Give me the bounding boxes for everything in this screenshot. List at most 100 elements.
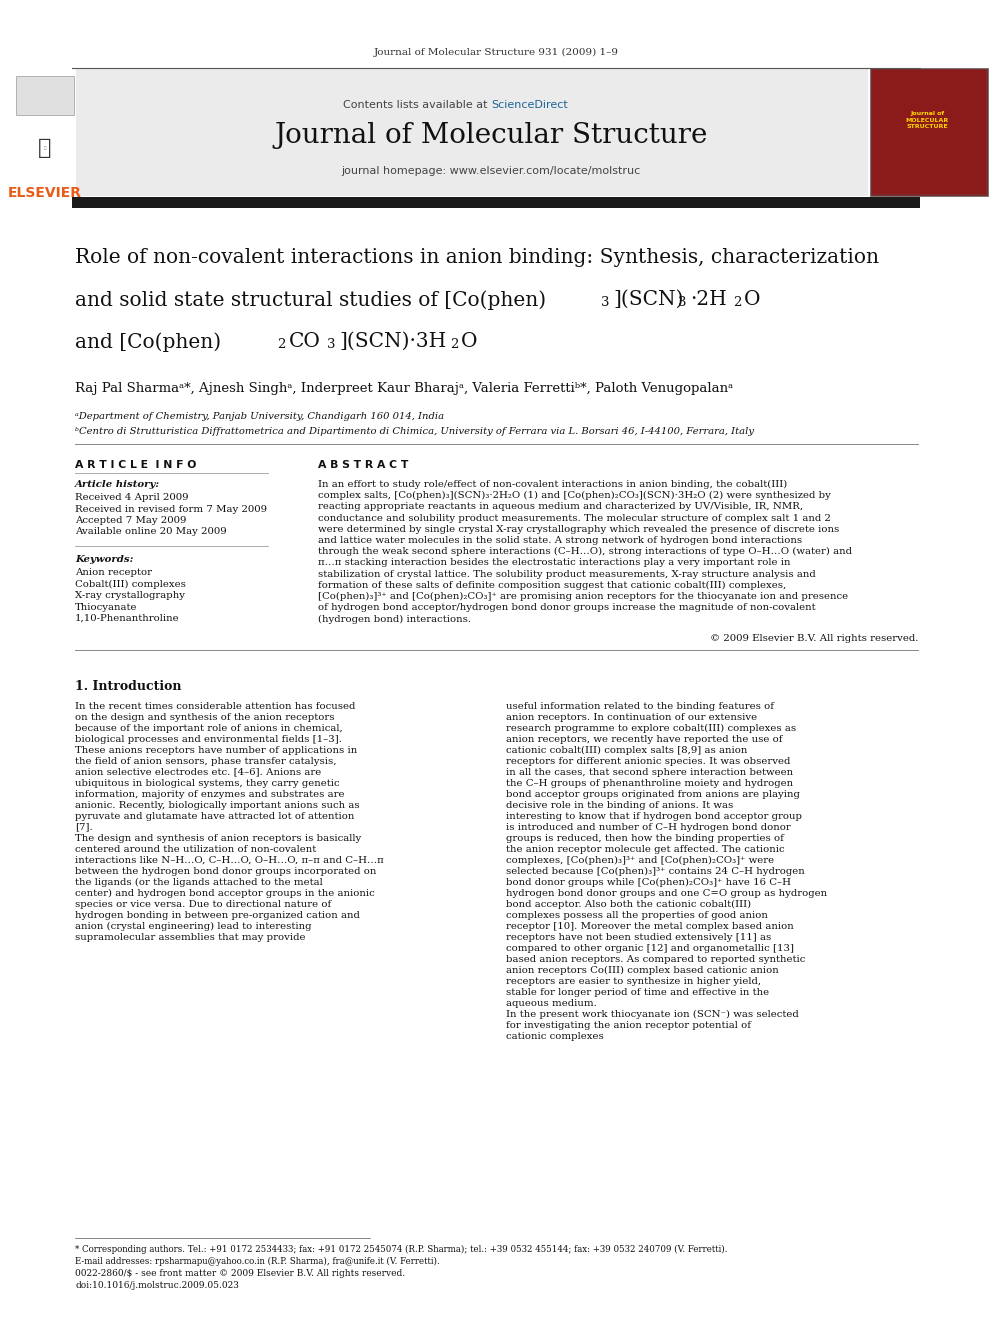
Text: and [Co(phen): and [Co(phen) bbox=[75, 332, 221, 352]
Text: In an effort to study role/effect of non-covalent interactions in anion binding,: In an effort to study role/effect of non… bbox=[318, 480, 788, 490]
Text: anion receptors, we recently have reported the use of: anion receptors, we recently have report… bbox=[506, 734, 783, 744]
Text: the C–H groups of phenanthroline moiety and hydrogen: the C–H groups of phenanthroline moiety … bbox=[506, 779, 794, 787]
Text: A R T I C L E  I N F O: A R T I C L E I N F O bbox=[75, 460, 196, 470]
Text: bond acceptor. Also both the cationic cobalt(III): bond acceptor. Also both the cationic co… bbox=[506, 900, 751, 909]
Text: formation of these salts of definite composition suggest that cationic cobalt(II: formation of these salts of definite com… bbox=[318, 581, 787, 590]
Text: cationic cobalt(III) complex salts [8,9] as anion: cationic cobalt(III) complex salts [8,9]… bbox=[506, 746, 747, 754]
Text: 1. Introduction: 1. Introduction bbox=[75, 680, 182, 693]
Text: ·2H: ·2H bbox=[690, 290, 727, 310]
Text: centered around the utilization of non-covalent: centered around the utilization of non-c… bbox=[75, 844, 316, 853]
Text: In the recent times considerable attention has focused: In the recent times considerable attenti… bbox=[75, 701, 355, 710]
Text: selected because [Co(phen)₃]³⁺ contains 24 C–H hydrogen: selected because [Co(phen)₃]³⁺ contains … bbox=[506, 867, 805, 876]
Bar bbox=[870, 67, 988, 196]
Text: Available online 20 May 2009: Available online 20 May 2009 bbox=[75, 528, 226, 537]
Text: ᵃDepartment of Chemistry, Panjab University, Chandigarh 160 014, India: ᵃDepartment of Chemistry, Panjab Univers… bbox=[75, 411, 444, 421]
Text: aqueous medium.: aqueous medium. bbox=[506, 999, 597, 1008]
Text: ⬛: ⬛ bbox=[44, 146, 47, 149]
Text: O: O bbox=[461, 332, 477, 351]
Text: O: O bbox=[744, 290, 761, 310]
Text: ](SCN)·3H: ](SCN)·3H bbox=[339, 332, 446, 351]
Bar bbox=[872, 70, 986, 194]
Text: the field of anion sensors, phase transfer catalysis,: the field of anion sensors, phase transf… bbox=[75, 757, 336, 766]
Text: and solid state structural studies of [Co(phen): and solid state structural studies of [C… bbox=[75, 290, 547, 310]
Text: biological processes and environmental fields [1–3].: biological processes and environmental f… bbox=[75, 734, 342, 744]
Text: receptors for different anionic species. It was observed: receptors for different anionic species.… bbox=[506, 757, 791, 766]
Text: complexes, [Co(phen)₃]³⁺ and [Co(phen)₂CO₃]⁺ were: complexes, [Co(phen)₃]³⁺ and [Co(phen)₂C… bbox=[506, 856, 774, 865]
Text: ᵇCentro di Strutturistica Diffrattometrica and Dipartimento di Chimica, Universi: ᵇCentro di Strutturistica Diffrattometri… bbox=[75, 427, 754, 437]
Text: Keywords:: Keywords: bbox=[75, 556, 133, 564]
Text: anion receptors. In continuation of our extensive: anion receptors. In continuation of our … bbox=[506, 713, 757, 721]
Text: compared to other organic [12] and organometallic [13]: compared to other organic [12] and organ… bbox=[506, 943, 794, 953]
Text: π…π stacking interaction besides the electrostatic interactions play a very impo: π…π stacking interaction besides the ele… bbox=[318, 558, 791, 568]
Text: stabilization of crystal lattice. The solubility product measurements, X-ray str: stabilization of crystal lattice. The so… bbox=[318, 570, 815, 578]
Text: 2: 2 bbox=[733, 296, 741, 310]
Text: bond acceptor groups originated from anions are playing: bond acceptor groups originated from ani… bbox=[506, 790, 800, 799]
Text: interesting to know that if hydrogen bond acceptor group: interesting to know that if hydrogen bon… bbox=[506, 811, 802, 820]
Text: anion (crystal engineering) lead to interesting: anion (crystal engineering) lead to inte… bbox=[75, 922, 311, 930]
Text: doi:10.1016/j.molstruc.2009.05.023: doi:10.1016/j.molstruc.2009.05.023 bbox=[75, 1281, 239, 1290]
Text: A B S T R A C T: A B S T R A C T bbox=[318, 460, 409, 470]
Text: reacting appropriate reactants in aqueous medium and characterized by UV/Visible: reacting appropriate reactants in aqueou… bbox=[318, 503, 804, 512]
Text: anion selective electrodes etc. [4–6]. Anions are: anion selective electrodes etc. [4–6]. A… bbox=[75, 767, 321, 777]
Text: ubiquitous in biological systems, they carry genetic: ubiquitous in biological systems, they c… bbox=[75, 779, 339, 787]
Text: 2: 2 bbox=[450, 337, 458, 351]
Text: Received 4 April 2009: Received 4 April 2009 bbox=[75, 493, 188, 501]
Text: [Co(phen)₃]³⁺ and [Co(phen)₂CO₃]⁺ are promising anion receptors for the thiocyan: [Co(phen)₃]³⁺ and [Co(phen)₂CO₃]⁺ are pr… bbox=[318, 591, 848, 601]
Text: Cobalt(III) complexes: Cobalt(III) complexes bbox=[75, 579, 186, 589]
Text: were determined by single crystal X-ray crystallography which revealed the prese: were determined by single crystal X-ray … bbox=[318, 525, 839, 533]
Bar bbox=[72, 197, 920, 208]
Text: ](SCN): ](SCN) bbox=[613, 290, 683, 310]
Text: useful information related to the binding features of: useful information related to the bindin… bbox=[506, 701, 774, 710]
Text: Accepted 7 May 2009: Accepted 7 May 2009 bbox=[75, 516, 186, 525]
Text: because of the important role of anions in chemical,: because of the important role of anions … bbox=[75, 724, 343, 733]
Text: hydrogen bond donor groups and one C=O group as hydrogen: hydrogen bond donor groups and one C=O g… bbox=[506, 889, 827, 897]
Text: [7].: [7]. bbox=[75, 823, 92, 832]
Text: is introduced and number of C–H hydrogen bond donor: is introduced and number of C–H hydrogen… bbox=[506, 823, 791, 832]
Text: anionic. Recently, biologically important anions such as: anionic. Recently, biologically importan… bbox=[75, 800, 360, 810]
Text: complexes possess all the properties of good anion: complexes possess all the properties of … bbox=[506, 910, 768, 919]
Text: ScienceDirect: ScienceDirect bbox=[491, 101, 567, 110]
Text: 3: 3 bbox=[601, 296, 609, 310]
Text: receptors are easier to synthesize in higher yield,: receptors are easier to synthesize in hi… bbox=[506, 976, 761, 986]
Text: information, majority of enzymes and substrates are: information, majority of enzymes and sub… bbox=[75, 790, 344, 799]
Text: ELSEVIER: ELSEVIER bbox=[8, 187, 82, 200]
Text: in all the cases, that second sphere interaction between: in all the cases, that second sphere int… bbox=[506, 767, 794, 777]
Bar bbox=[16, 75, 74, 115]
Text: These anions receptors have number of applications in: These anions receptors have number of ap… bbox=[75, 746, 357, 754]
Text: Thiocyanate: Thiocyanate bbox=[75, 602, 138, 611]
Bar bbox=[76, 67, 868, 196]
Text: Article history:: Article history: bbox=[75, 480, 160, 490]
Text: the ligands (or the ligands attached to the metal: the ligands (or the ligands attached to … bbox=[75, 877, 322, 886]
Text: 3: 3 bbox=[327, 337, 335, 351]
Text: (hydrogen bond) interactions.: (hydrogen bond) interactions. bbox=[318, 614, 471, 623]
Text: based anion receptors. As compared to reported synthetic: based anion receptors. As compared to re… bbox=[506, 955, 806, 963]
Text: interactions like N–H…O, C–H…O, O–H…O, π–π and C–H…π: interactions like N–H…O, C–H…O, O–H…O, π… bbox=[75, 856, 384, 865]
Text: and lattice water molecules in the solid state. A strong network of hydrogen bon: and lattice water molecules in the solid… bbox=[318, 536, 803, 545]
Text: anion receptors Co(III) complex based cationic anion: anion receptors Co(III) complex based ca… bbox=[506, 966, 779, 975]
Text: bond donor groups while [Co(phen)₂CO₃]⁺ have 16 C–H: bond donor groups while [Co(phen)₂CO₃]⁺ … bbox=[506, 877, 791, 886]
Text: on the design and synthesis of the anion receptors: on the design and synthesis of the anion… bbox=[75, 713, 334, 721]
Text: receptor [10]. Moreover the metal complex based anion: receptor [10]. Moreover the metal comple… bbox=[506, 922, 794, 930]
Text: Raj Pal Sharmaᵃ*, Ajnesh Singhᵃ, Inderpreet Kaur Bharajᵃ, Valeria Ferrettiᵇ*, Pa: Raj Pal Sharmaᵃ*, Ajnesh Singhᵃ, Inderpr… bbox=[75, 382, 733, 396]
Text: pyruvate and glutamate have attracted lot of attention: pyruvate and glutamate have attracted lo… bbox=[75, 811, 354, 820]
Text: E-mail addresses: rpsharmapu@yahoo.co.in (R.P. Sharma), fra@unife.it (V. Ferrett: E-mail addresses: rpsharmapu@yahoo.co.in… bbox=[75, 1257, 439, 1266]
Text: decisive role in the binding of anions. It was: decisive role in the binding of anions. … bbox=[506, 800, 733, 810]
Text: research programme to explore cobalt(III) complexes as: research programme to explore cobalt(III… bbox=[506, 724, 797, 733]
Text: of hydrogen bond acceptor/hydrogen bond donor groups increase the magnitude of n: of hydrogen bond acceptor/hydrogen bond … bbox=[318, 603, 815, 613]
Text: Anion receptor: Anion receptor bbox=[75, 568, 152, 577]
Text: supramolecular assemblies that may provide: supramolecular assemblies that may provi… bbox=[75, 933, 306, 942]
Text: groups is reduced, then how the binding properties of: groups is reduced, then how the binding … bbox=[506, 833, 784, 843]
Text: center) and hydrogen bond acceptor groups in the anionic: center) and hydrogen bond acceptor group… bbox=[75, 889, 375, 898]
Text: receptors have not been studied extensively [11] as: receptors have not been studied extensiv… bbox=[506, 933, 771, 942]
Text: 1,10-Phenanthroline: 1,10-Phenanthroline bbox=[75, 614, 180, 623]
Text: 0022-2860/$ - see front matter © 2009 Elsevier B.V. All rights reserved.: 0022-2860/$ - see front matter © 2009 El… bbox=[75, 1269, 405, 1278]
Text: In the present work thiocyanate ion (SCN⁻) was selected: In the present work thiocyanate ion (SCN… bbox=[506, 1009, 799, 1019]
Text: X-ray crystallography: X-ray crystallography bbox=[75, 591, 185, 601]
Text: 2: 2 bbox=[277, 337, 286, 351]
Text: cationic complexes: cationic complexes bbox=[506, 1032, 604, 1041]
Text: Journal of Molecular Structure: Journal of Molecular Structure bbox=[275, 122, 707, 149]
Text: Received in revised form 7 May 2009: Received in revised form 7 May 2009 bbox=[75, 504, 267, 513]
Text: The design and synthesis of anion receptors is basically: The design and synthesis of anion recept… bbox=[75, 833, 361, 843]
Text: 3: 3 bbox=[678, 296, 686, 310]
Text: Contents lists available at: Contents lists available at bbox=[343, 101, 491, 110]
